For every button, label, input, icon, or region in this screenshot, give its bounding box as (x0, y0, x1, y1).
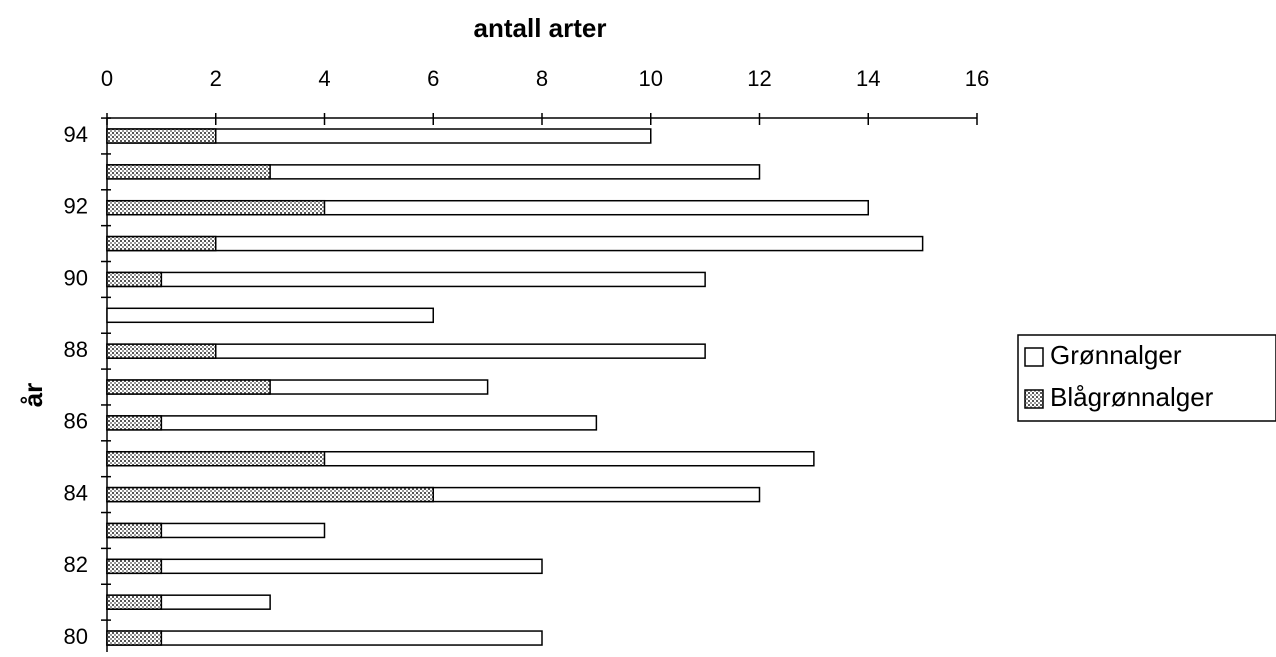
y-tick-label: 92 (64, 194, 88, 219)
bar (106, 594, 163, 610)
legend-label: Blågrønnalger (1050, 382, 1214, 412)
bar (106, 128, 217, 144)
y-tick-label: 90 (64, 265, 88, 290)
bar (106, 630, 543, 646)
bar (106, 558, 543, 575)
bar (106, 235, 217, 252)
y-tick-label: 84 (64, 480, 88, 505)
bar (106, 379, 271, 395)
x-tick-label: 16 (965, 66, 989, 91)
bar (106, 235, 924, 252)
legend-swatch (1024, 347, 1044, 367)
x-tick-label: 12 (747, 66, 771, 91)
y-axis-label: år (18, 383, 48, 408)
x-tick-label: 2 (210, 66, 222, 91)
bar (106, 630, 163, 646)
x-tick-label: 14 (856, 66, 880, 91)
bar (106, 415, 598, 431)
bar (106, 164, 271, 180)
bar (106, 450, 326, 467)
x-tick-label: 0 (101, 66, 113, 91)
bar (106, 307, 434, 324)
bar (106, 343, 217, 359)
x-tick-label: 8 (536, 66, 548, 91)
y-tick-label: 86 (64, 409, 88, 434)
x-tick-label: 10 (639, 66, 663, 91)
x-tick-label: 4 (318, 66, 330, 91)
y-tick-label: 80 (64, 624, 88, 649)
y-tick-label: 82 (64, 552, 88, 577)
bar (106, 522, 163, 539)
bar (106, 486, 434, 503)
legend (1017, 334, 1276, 422)
chart-title: antall arter (474, 13, 607, 43)
bar (106, 199, 326, 216)
bar (106, 271, 163, 288)
x-tick-label: 6 (427, 66, 439, 91)
bar (106, 415, 163, 431)
bar (106, 558, 163, 575)
legend-label: Grønnalger (1050, 340, 1182, 370)
bar (106, 271, 706, 288)
y-tick-label: 88 (64, 337, 88, 362)
y-tick-label: 94 (64, 122, 88, 147)
legend-swatch (1024, 389, 1044, 409)
